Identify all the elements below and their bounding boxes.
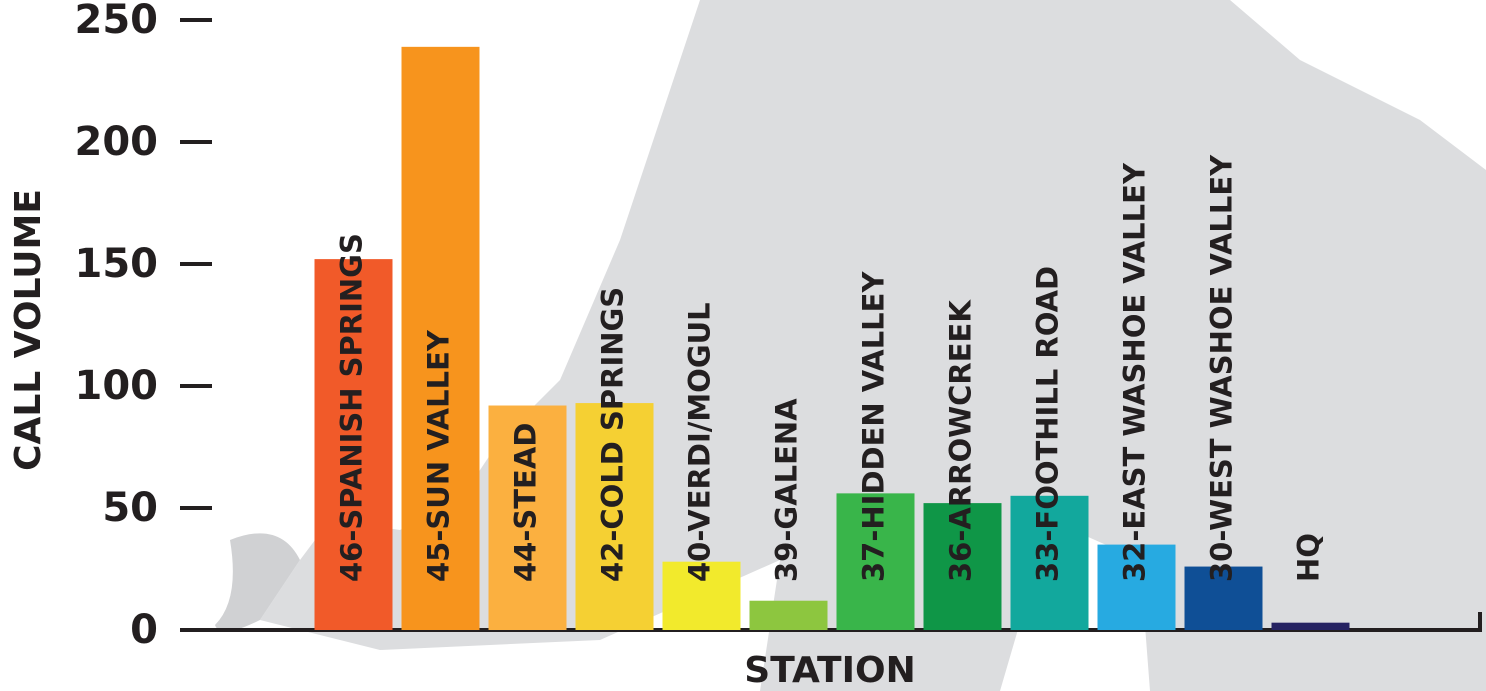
bar — [923, 503, 1002, 630]
bar — [401, 46, 480, 630]
category-label: 32-EAST WASHOE VALLEY — [1118, 162, 1152, 582]
y-tick-label: 100 — [75, 363, 159, 409]
bar — [1097, 544, 1176, 630]
category-label: 30-WEST WASHOE VALLEY — [1205, 154, 1239, 582]
category-label: HQ — [1292, 533, 1326, 582]
category-label: 33-FOOTHILL ROAD — [1031, 266, 1065, 582]
category-label: 44-STEAD — [509, 423, 543, 582]
y-tick-label: 200 — [75, 119, 159, 165]
bar — [749, 600, 828, 630]
bar — [314, 259, 393, 630]
y-tick-label: 150 — [75, 241, 159, 287]
bar — [488, 405, 567, 630]
x-axis-title: STATION — [744, 650, 915, 691]
background-silhouette — [215, 533, 300, 632]
category-label: 46-SPANISH SPRINGS — [335, 233, 369, 582]
category-label: 36-ARROWCREEK — [944, 299, 978, 582]
category-label: 42-COLD SPRINGS — [596, 287, 630, 582]
y-tick-label: 250 — [75, 0, 159, 43]
category-label: 45-SUN VALLEY — [422, 329, 456, 582]
bar — [1010, 495, 1089, 630]
category-label: 39-GALENA — [770, 398, 804, 582]
y-tick-label: 0 — [130, 607, 158, 653]
y-tick-label: 50 — [102, 485, 158, 531]
y-axis-title: CALL VOLUME — [8, 189, 49, 471]
bar — [575, 403, 654, 630]
bar — [1184, 566, 1263, 630]
bar — [662, 561, 741, 630]
bar — [836, 493, 915, 630]
category-label: 37-HIDDEN VALLEY — [857, 271, 891, 582]
bar — [1271, 622, 1350, 630]
category-label: 40-VERDI/MOGUL — [683, 302, 717, 582]
